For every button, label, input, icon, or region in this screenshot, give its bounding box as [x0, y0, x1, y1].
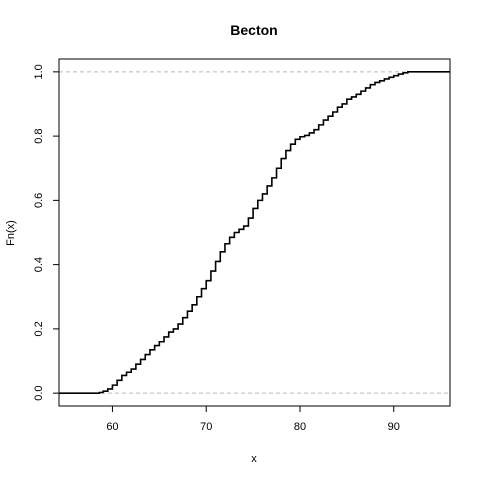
x-tick-label-0: 60	[106, 421, 118, 433]
y-tick-label-4: 0.8	[33, 128, 45, 143]
x-tick-label-1: 70	[200, 421, 212, 433]
y-axis: 0.0 0.2 0.4 0.6 0.8 1.0	[33, 64, 59, 401]
y-tick-label-3: 0.6	[33, 193, 45, 208]
ecdf-step-line	[59, 71, 450, 394]
y-tick-label-2: 0.4	[33, 257, 45, 272]
reference-lines	[59, 71, 450, 394]
y-tick-label-0: 0.0	[33, 385, 45, 400]
y-tick-label-1: 0.2	[33, 321, 45, 336]
y-axis-label: Fn(x)	[5, 220, 17, 246]
x-axis-label: x	[251, 453, 257, 465]
series-layer	[59, 71, 450, 394]
chart-title: Becton	[230, 22, 277, 38]
y-tick-label-5: 1.0	[33, 64, 45, 79]
x-axis: 60 70 80 90	[106, 406, 400, 433]
plot-frame	[58, 58, 451, 407]
x-tick-label-2: 80	[294, 421, 306, 433]
x-tick-label-3: 90	[388, 421, 400, 433]
